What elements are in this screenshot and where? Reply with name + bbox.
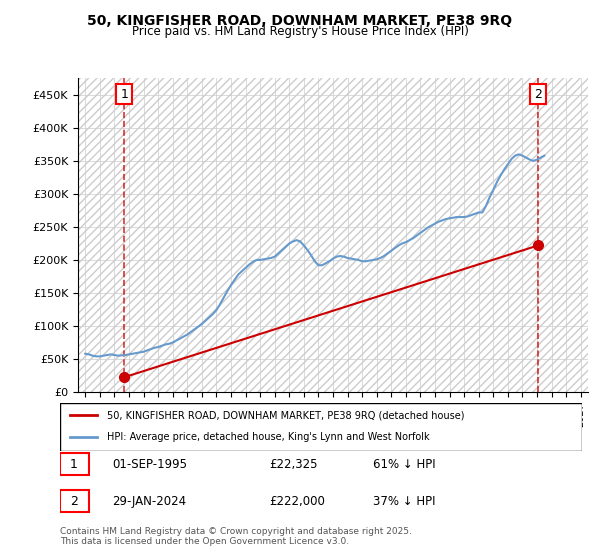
Text: 29-JAN-2024: 29-JAN-2024	[112, 494, 187, 507]
Text: £22,325: £22,325	[269, 458, 317, 471]
Text: 01-SEP-1995: 01-SEP-1995	[112, 458, 187, 471]
Text: 50, KINGFISHER ROAD, DOWNHAM MARKET, PE38 9RQ: 50, KINGFISHER ROAD, DOWNHAM MARKET, PE3…	[88, 14, 512, 28]
Text: 37% ↓ HPI: 37% ↓ HPI	[373, 494, 436, 507]
Text: 1: 1	[70, 458, 78, 471]
FancyBboxPatch shape	[60, 490, 89, 512]
Text: 61% ↓ HPI: 61% ↓ HPI	[373, 458, 436, 471]
Text: 1: 1	[120, 87, 128, 101]
FancyBboxPatch shape	[60, 403, 582, 451]
Text: 50, KINGFISHER ROAD, DOWNHAM MARKET, PE38 9RQ (detached house): 50, KINGFISHER ROAD, DOWNHAM MARKET, PE3…	[107, 410, 464, 420]
Text: 2: 2	[70, 494, 78, 507]
Text: £222,000: £222,000	[269, 494, 325, 507]
Text: Contains HM Land Registry data © Crown copyright and database right 2025.
This d: Contains HM Land Registry data © Crown c…	[60, 526, 412, 546]
Text: 2: 2	[534, 87, 542, 101]
Text: HPI: Average price, detached house, King's Lynn and West Norfolk: HPI: Average price, detached house, King…	[107, 432, 430, 442]
FancyBboxPatch shape	[60, 454, 89, 475]
Text: Price paid vs. HM Land Registry's House Price Index (HPI): Price paid vs. HM Land Registry's House …	[131, 25, 469, 38]
